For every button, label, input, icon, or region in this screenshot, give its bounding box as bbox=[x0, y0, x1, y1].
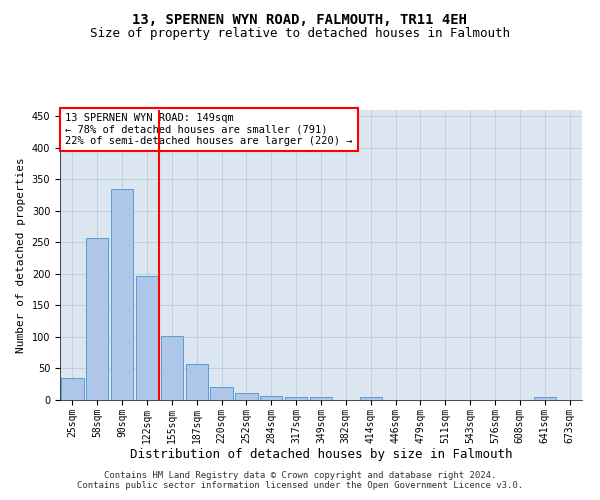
Text: Contains HM Land Registry data © Crown copyright and database right 2024.
Contai: Contains HM Land Registry data © Crown c… bbox=[77, 470, 523, 490]
Bar bbox=[185, 364, 208, 400]
Text: 13, SPERNEN WYN ROAD, FALMOUTH, TR11 4EH: 13, SPERNEN WYN ROAD, FALMOUTH, TR11 4EH bbox=[133, 12, 467, 26]
Bar bbox=[533, 398, 556, 400]
Text: Size of property relative to detached houses in Falmouth: Size of property relative to detached ho… bbox=[90, 28, 510, 40]
Bar bbox=[260, 396, 283, 400]
Bar bbox=[359, 398, 382, 400]
Bar bbox=[235, 393, 257, 400]
Text: 13 SPERNEN WYN ROAD: 149sqm
← 78% of detached houses are smaller (791)
22% of se: 13 SPERNEN WYN ROAD: 149sqm ← 78% of det… bbox=[65, 113, 353, 146]
Bar bbox=[86, 238, 109, 400]
Bar bbox=[211, 388, 233, 400]
Y-axis label: Number of detached properties: Number of detached properties bbox=[16, 157, 26, 353]
Bar bbox=[285, 397, 307, 400]
Bar bbox=[111, 189, 133, 400]
X-axis label: Distribution of detached houses by size in Falmouth: Distribution of detached houses by size … bbox=[130, 448, 512, 462]
Bar bbox=[61, 378, 83, 400]
Bar bbox=[310, 398, 332, 400]
Bar bbox=[161, 336, 183, 400]
Bar bbox=[136, 276, 158, 400]
